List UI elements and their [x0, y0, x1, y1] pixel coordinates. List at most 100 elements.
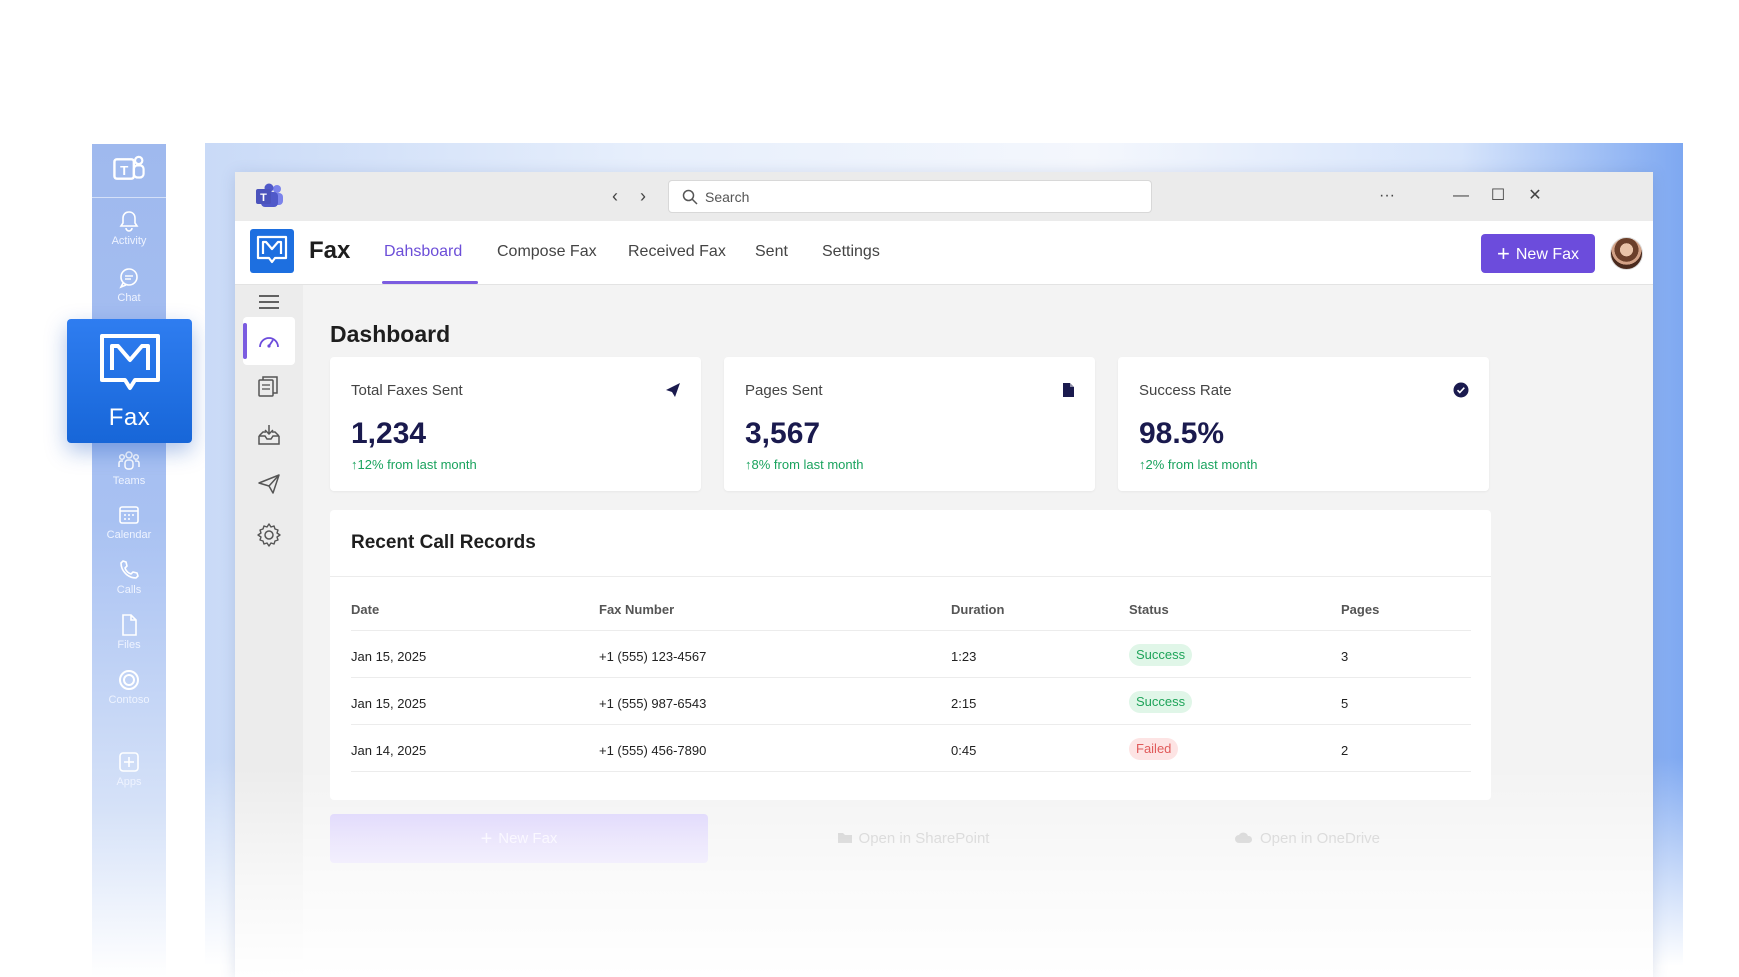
tab-settings[interactable]: Settings: [822, 243, 880, 260]
plus-icon: +: [1497, 241, 1510, 266]
search-icon: [682, 189, 698, 205]
cell-duration: 0:45: [951, 743, 977, 758]
records-title: Recent Call Records: [351, 532, 536, 553]
cell-date: Jan 15, 2025: [351, 649, 427, 664]
rail-item-label: Calendar: [106, 529, 152, 541]
cloud-icon: [1234, 832, 1253, 843]
tab-dashboard[interactable]: Dahsboard: [384, 243, 463, 260]
stat-change: ↑2% from last month: [1139, 457, 1258, 472]
divider: [351, 724, 1471, 725]
search-input[interactable]: [705, 187, 1125, 207]
rail-item-calls[interactable]: Calls: [92, 557, 166, 596]
minimize-button[interactable]: —: [1453, 187, 1469, 204]
open-sharepoint-label: Open in SharePoint: [858, 830, 990, 847]
apps-plus-icon: [119, 752, 139, 772]
recent-call-records: Recent Call Records Date Fax Number Dura…: [330, 510, 1491, 800]
teams-logo-icon: T: [92, 152, 166, 186]
column-header-pages[interactable]: Pages: [1341, 602, 1380, 617]
tab-sent[interactable]: Sent: [755, 243, 788, 260]
inbox-download-icon[interactable]: [247, 414, 291, 456]
folder-icon: [837, 833, 852, 843]
arrow-up-icon: ↑: [351, 457, 358, 472]
teams-logo-icon: T: [255, 182, 285, 215]
status-badge: Success: [1129, 644, 1193, 666]
new-fax-bottom-label: New Fax: [498, 830, 558, 847]
title-bar: T ‹ › ··· — ☐ ✕: [235, 172, 1653, 221]
back-button[interactable]: ‹: [612, 186, 618, 206]
bell-icon: [119, 211, 139, 232]
search-box[interactable]: [668, 180, 1152, 213]
svg-text:T: T: [120, 163, 128, 178]
tab-compose-fax[interactable]: Compose Fax: [497, 243, 597, 260]
rail-item-chat[interactable]: Chat: [92, 265, 166, 304]
settings-gear-icon[interactable]: [247, 514, 291, 556]
file-icon: [122, 614, 137, 636]
stat-value: 98.5%: [1139, 417, 1225, 450]
cell-pages: 3: [1341, 649, 1349, 664]
tab-received-fax[interactable]: Received Fax: [628, 243, 726, 260]
rail-item-calendar[interactable]: Calendar: [92, 502, 166, 541]
rail-item-files[interactable]: Files: [92, 612, 166, 651]
rail-item-apps[interactable]: Apps: [92, 749, 166, 788]
fax-app-logo-icon: [250, 229, 294, 273]
new-fax-bottom-button[interactable]: + New Fax: [330, 814, 708, 863]
dashboard-gauge-icon[interactable]: [247, 320, 291, 362]
stat-change: ↑12% from last month: [351, 457, 477, 472]
divider: [351, 677, 1471, 678]
cell-duration: 2:15: [951, 696, 977, 711]
status-badge: Success: [1129, 691, 1193, 713]
column-header-duration[interactable]: Duration: [951, 602, 1005, 617]
document-icon: [1063, 383, 1074, 397]
more-options-button[interactable]: ···: [1379, 187, 1395, 204]
rail-item-contoso[interactable]: Contoso: [92, 667, 166, 706]
stat-label: Total Faxes Sent: [351, 382, 463, 399]
teams-icon: [118, 451, 140, 470]
stat-card-success-rate: Success Rate 98.5% ↑2% from last month: [1118, 357, 1489, 491]
column-header-date[interactable]: Date: [351, 602, 380, 617]
forward-button[interactable]: ›: [640, 186, 646, 206]
fax-app-tile[interactable]: Fax: [67, 319, 192, 443]
cell-fax-number: +1 (555) 456-7890: [599, 743, 707, 758]
new-fax-button-label: New Fax: [1515, 246, 1579, 263]
nav-active-highlight: [243, 317, 295, 365]
nav-active-indicator: [243, 323, 247, 359]
active-tab-indicator: [382, 281, 478, 284]
rail-item-label: Calls: [116, 584, 142, 596]
contoso-icon: [119, 670, 139, 690]
stat-label: Success Rate: [1139, 382, 1232, 399]
status-badge: Failed: [1129, 738, 1179, 760]
teams-app-rail: T Activity Chat Teams Calendar Calls Fil…: [92, 144, 166, 977]
open-onedrive-button[interactable]: Open in OneDrive: [1118, 814, 1496, 863]
menu-icon[interactable]: [247, 281, 291, 323]
chat-icon: [119, 268, 138, 289]
app-header: Fax Dahsboard Compose Fax Received Fax S…: [235, 221, 1653, 285]
rail-item-activity[interactable]: Activity: [92, 208, 166, 247]
new-fax-button[interactable]: + New Fax: [1481, 234, 1595, 273]
teams-window: T ‹ › ··· — ☐ ✕ Fax Dahsboard Compose Fa…: [235, 172, 1653, 977]
close-button[interactable]: ✕: [1528, 187, 1542, 204]
rail-item-label: Teams: [112, 475, 146, 487]
documents-icon[interactable]: [247, 365, 291, 407]
stat-value: 1,234: [351, 417, 427, 450]
svg-text:T: T: [260, 192, 267, 204]
send-icon[interactable]: [247, 463, 291, 505]
cell-pages: 2: [1341, 743, 1349, 758]
rail-item-label: Chat: [117, 292, 141, 304]
plus-icon: +: [480, 828, 493, 850]
column-header-fax-number[interactable]: Fax Number: [599, 602, 675, 617]
stat-value: 3,567: [745, 417, 821, 450]
rail-item-label: Contoso: [108, 694, 150, 706]
open-sharepoint-button[interactable]: Open in SharePoint: [724, 814, 1102, 863]
column-header-status[interactable]: Status: [1129, 602, 1169, 617]
rail-item-label: Apps: [116, 776, 142, 788]
divider: [330, 576, 1491, 577]
divider: [351, 771, 1471, 772]
avatar[interactable]: [1610, 237, 1643, 270]
cell-pages: 5: [1341, 696, 1349, 711]
rail-item-teams[interactable]: Teams: [92, 448, 166, 487]
cell-date: Jan 15, 2025: [351, 696, 427, 711]
check-circle-icon: [1453, 382, 1469, 398]
maximize-button[interactable]: ☐: [1490, 187, 1506, 204]
stat-change: ↑8% from last month: [745, 457, 864, 472]
app-side-nav: [235, 285, 303, 977]
